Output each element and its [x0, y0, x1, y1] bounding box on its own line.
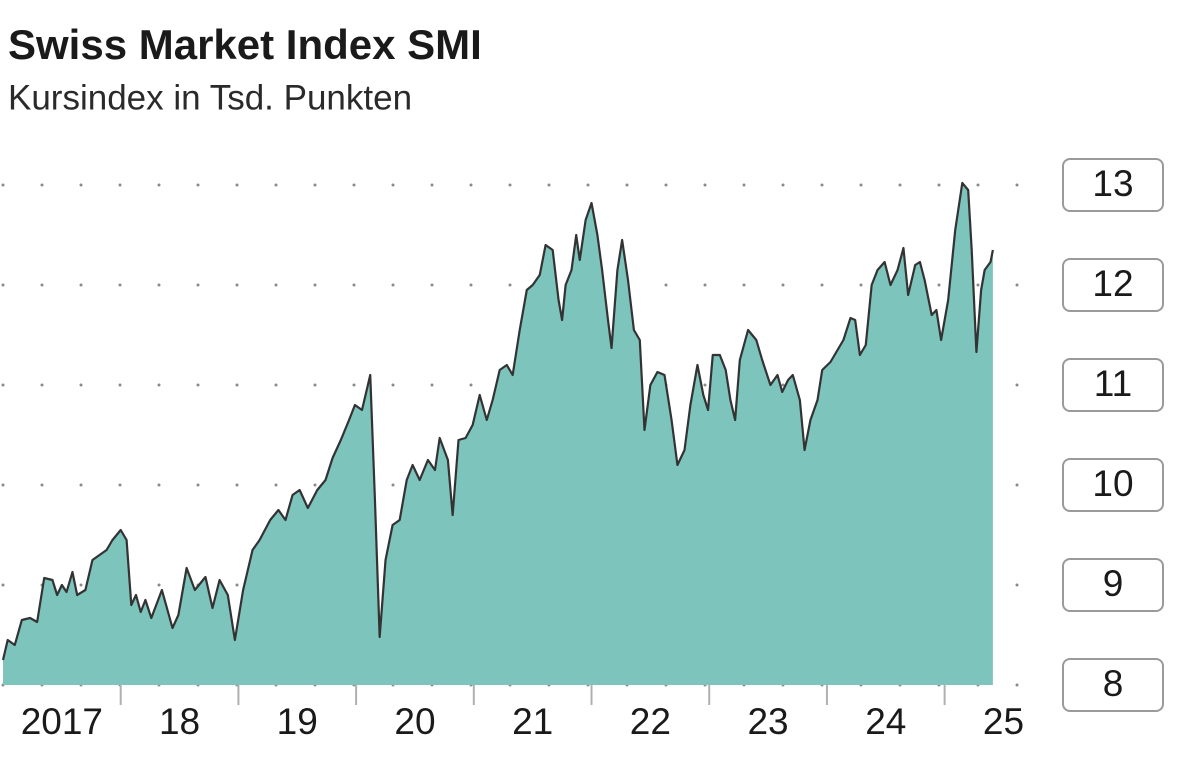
y-tick-box	[1062, 358, 1164, 412]
line	[1, 181, 994, 661]
y-tick-label: 12	[1092, 263, 1133, 304]
y-tick-box	[1062, 658, 1164, 712]
x-tick-label: 19	[277, 701, 318, 742]
chart-subtitle: Kursindex in Tsd. Punkten	[8, 78, 412, 117]
y-tick-box	[1062, 558, 1164, 612]
area	[3, 183, 993, 685]
x-tick-label: 24	[865, 701, 906, 742]
y-tick-box	[1062, 458, 1164, 512]
x-tick-label: 20	[394, 701, 435, 742]
y-tick-box	[1062, 158, 1164, 212]
y-tick-label: 10	[1092, 463, 1133, 504]
x-tick-label: 25	[983, 701, 1024, 742]
x-tick-label: 2017	[21, 701, 103, 742]
y-tick-label: 9	[1103, 563, 1124, 604]
y-tick-label: 8	[1103, 663, 1124, 704]
x-tick-label: 22	[630, 701, 671, 742]
x-tick-label: 21	[512, 701, 553, 742]
x-tick-label: 18	[159, 701, 200, 742]
y-tick-box	[1062, 258, 1164, 312]
y-tick-label: 13	[1092, 163, 1133, 204]
chart-title: Swiss Market Index SMI	[8, 21, 482, 68]
x-tick-label: 23	[747, 701, 788, 742]
y-tick-label: 11	[1094, 363, 1132, 404]
